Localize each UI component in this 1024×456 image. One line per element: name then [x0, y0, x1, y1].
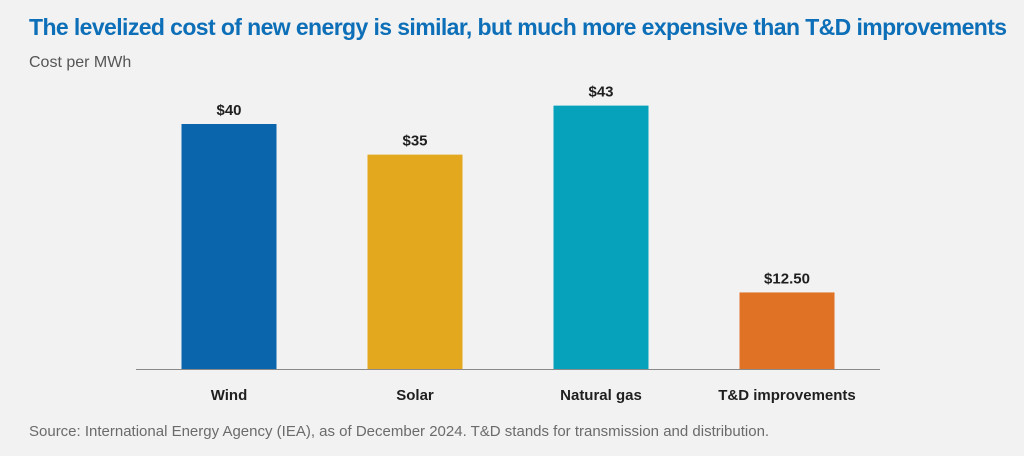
bar-natural-gas — [553, 105, 649, 369]
labels-group: $40 Wind $35 Solar $43 Natural gas $12.50 T&D i… — [211, 84, 856, 404]
chart-title: The levelized cost of new energy is simi… — [29, 14, 1007, 40]
category-label: Solar — [396, 387, 434, 404]
chart-subtitle: Cost per MWh — [29, 54, 132, 71]
bar-wind — [181, 124, 277, 369]
bar-solar — [367, 154, 463, 369]
data-label: $43 — [588, 84, 613, 101]
category-label: T&D improvements — [718, 387, 856, 404]
data-label: $40 — [216, 102, 241, 119]
source-note: Source: International Energy Agency (IEA… — [29, 423, 770, 440]
category-label: Natural gas — [560, 387, 642, 404]
bars-group — [181, 105, 835, 369]
data-label: $35 — [402, 133, 427, 150]
data-label: $12.50 — [764, 270, 810, 287]
category-label: Wind — [211, 387, 248, 404]
bar-t-d-improvements — [739, 292, 835, 369]
